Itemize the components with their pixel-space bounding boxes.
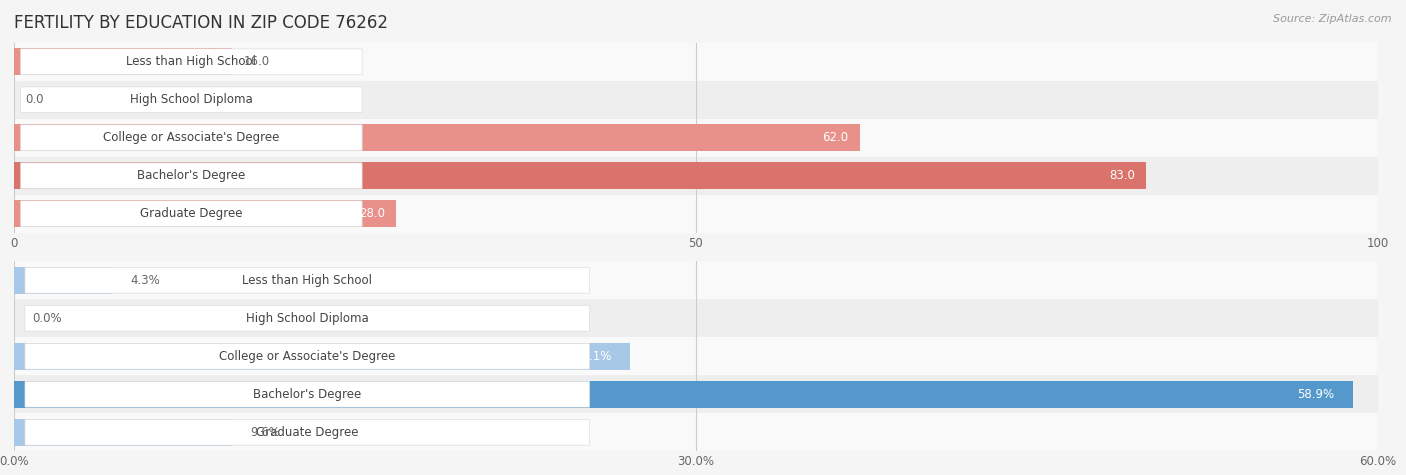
FancyBboxPatch shape [21, 125, 363, 151]
Text: Less than High School: Less than High School [127, 55, 256, 68]
Text: 27.1%: 27.1% [575, 350, 612, 363]
Text: High School Diploma: High School Diploma [246, 312, 368, 325]
FancyBboxPatch shape [25, 305, 589, 331]
FancyBboxPatch shape [25, 267, 589, 293]
Text: 62.0: 62.0 [823, 131, 849, 144]
Bar [14, 81, 1378, 119]
Text: High School Diploma: High School Diploma [129, 93, 253, 106]
Bar [14, 124, 859, 152]
Bar [14, 418, 232, 446]
Text: 0.0%: 0.0% [32, 312, 62, 325]
Bar [14, 375, 1378, 413]
FancyBboxPatch shape [25, 343, 589, 369]
FancyBboxPatch shape [21, 49, 363, 75]
Bar [14, 261, 1378, 299]
Bar [14, 200, 396, 228]
FancyBboxPatch shape [25, 419, 589, 445]
Text: 83.0: 83.0 [1109, 169, 1135, 182]
Text: Bachelor's Degree: Bachelor's Degree [138, 169, 246, 182]
Bar [14, 337, 1378, 375]
Text: Graduate Degree: Graduate Degree [141, 207, 243, 220]
FancyBboxPatch shape [25, 381, 589, 407]
Bar [14, 299, 1378, 337]
Text: Graduate Degree: Graduate Degree [256, 426, 359, 439]
Text: 58.9%: 58.9% [1298, 388, 1334, 401]
Text: College or Associate's Degree: College or Associate's Degree [219, 350, 395, 363]
Bar [14, 342, 630, 370]
Bar [14, 43, 1378, 81]
Text: College or Associate's Degree: College or Associate's Degree [103, 131, 280, 144]
FancyBboxPatch shape [21, 163, 363, 189]
Bar [14, 48, 232, 76]
Text: Source: ZipAtlas.com: Source: ZipAtlas.com [1274, 14, 1392, 24]
Bar [14, 380, 1353, 408]
Text: 28.0: 28.0 [359, 207, 385, 220]
Bar [14, 162, 1146, 190]
Text: Bachelor's Degree: Bachelor's Degree [253, 388, 361, 401]
Text: 16.0: 16.0 [243, 55, 270, 68]
FancyBboxPatch shape [21, 201, 363, 227]
Text: 0.0: 0.0 [25, 93, 44, 106]
Text: FERTILITY BY EDUCATION IN ZIP CODE 76262: FERTILITY BY EDUCATION IN ZIP CODE 76262 [14, 14, 388, 32]
Bar [14, 195, 1378, 233]
Text: 4.3%: 4.3% [129, 274, 160, 287]
Bar [14, 157, 1378, 195]
Text: 9.6%: 9.6% [250, 426, 280, 439]
Text: Less than High School: Less than High School [242, 274, 373, 287]
Bar [14, 266, 112, 294]
Bar [14, 413, 1378, 451]
Bar [14, 119, 1378, 157]
FancyBboxPatch shape [21, 87, 363, 113]
